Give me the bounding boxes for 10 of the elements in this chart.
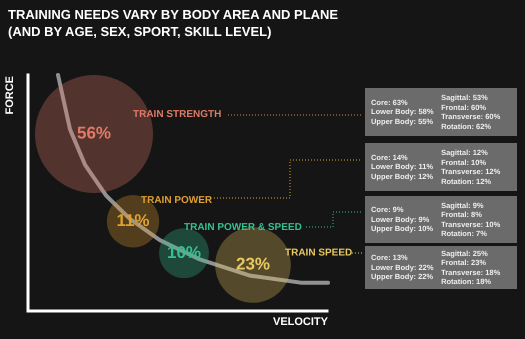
category-label: TRAIN POWER [141, 195, 213, 206]
category-label: TRAIN POWER & SPEED [184, 222, 302, 233]
data-label: 23% [236, 254, 270, 274]
text: VELOCITY [272, 316, 328, 328]
text: TRAINING NEEDS VARY BY BODY AREA AND PLANE [8, 6, 338, 23]
data-label: 56% [76, 124, 112, 143]
text: FORCE [4, 76, 16, 114]
category-label: TRAIN SPEED [285, 248, 352, 259]
category-label: TRAIN STRENGTH [133, 108, 222, 120]
text: (AND BY AGE, SEX, SPORT, SKILL LEVEL) [8, 23, 272, 40]
